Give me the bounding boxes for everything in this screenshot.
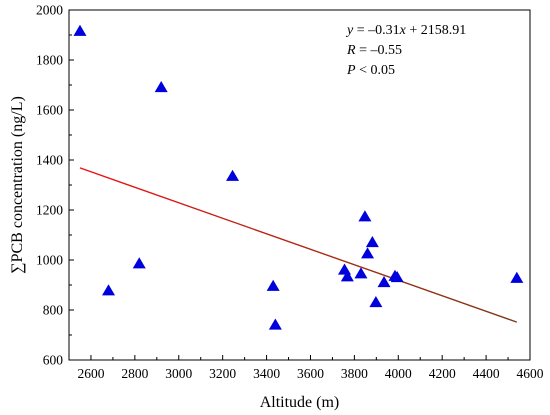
x-tick-label: 4600 <box>517 366 544 381</box>
p-var: P <box>346 63 356 78</box>
x-tick-label: 4400 <box>473 366 500 381</box>
data-point <box>340 270 354 282</box>
regression-equation: y = –0.31x + 2158.91 <box>345 23 466 38</box>
data-point <box>510 271 524 283</box>
data-point <box>354 267 368 279</box>
y-tick-label: 2000 <box>36 3 63 18</box>
equation-x-var: x <box>399 23 407 38</box>
x-tick-label: 4200 <box>429 366 456 381</box>
x-tick-label: 3400 <box>253 366 280 381</box>
r-var: R <box>346 43 356 58</box>
x-tick-label: 2600 <box>77 366 104 381</box>
data-point <box>338 263 352 275</box>
y-tick-label: 1400 <box>36 153 63 168</box>
data-point <box>266 279 280 291</box>
data-point <box>154 81 168 93</box>
data-point <box>226 169 240 181</box>
y-tick-label: 1800 <box>36 53 63 68</box>
p-value: P < 0.05 <box>346 63 395 78</box>
y-tick-label: 1000 <box>36 253 63 268</box>
equation-slope: = –0.31 <box>353 23 399 38</box>
correlation-r: R = –0.55 <box>346 43 402 58</box>
plot-area-frame <box>68 9 531 361</box>
y-tick-label: 1200 <box>36 203 63 218</box>
x-tick-label: 3800 <box>341 366 368 381</box>
data-point <box>365 236 379 248</box>
y-tick-label: 800 <box>43 303 64 318</box>
data-point <box>102 284 116 296</box>
data-point <box>377 276 391 288</box>
data-point <box>132 257 146 269</box>
regression-annotation: y = –0.31x + 2158.91 R = –0.55 P < 0.05 <box>345 23 466 78</box>
r-value: = –0.55 <box>356 43 402 58</box>
x-tick-label: 3000 <box>165 366 192 381</box>
regression-line <box>79 167 518 323</box>
data-point <box>73 24 87 36</box>
x-axis-label: Altitude (m) <box>260 394 340 411</box>
y-axis-label: ∑PCB concentration (ng/L) <box>9 96 26 274</box>
y-tick-label: 600 <box>43 353 64 368</box>
data-point <box>369 296 383 308</box>
x-tick-label: 4000 <box>385 366 412 381</box>
x-tick-label: 2800 <box>121 366 148 381</box>
data-point <box>361 247 375 259</box>
data-points <box>73 24 524 330</box>
y-tick-label: 1600 <box>36 103 63 118</box>
x-tick-label: 3200 <box>209 366 236 381</box>
x-tick-label: 3600 <box>297 366 324 381</box>
data-point <box>268 318 282 330</box>
x-axis-ticks: 2600 2800 3000 3200 3400 3600 3800 4000 4200 4400… <box>68 355 544 381</box>
equation-y-var: y <box>345 23 354 38</box>
y-axis-ticks: 600 800 1000 1200 1400 1600 1800 2000 <box>36 3 74 368</box>
fit-line-layer <box>79 167 518 323</box>
p-val: < 0.05 <box>356 63 395 78</box>
data-point <box>358 210 372 222</box>
data-point <box>390 271 404 283</box>
equation-intercept: + 2158.91 <box>406 23 466 38</box>
